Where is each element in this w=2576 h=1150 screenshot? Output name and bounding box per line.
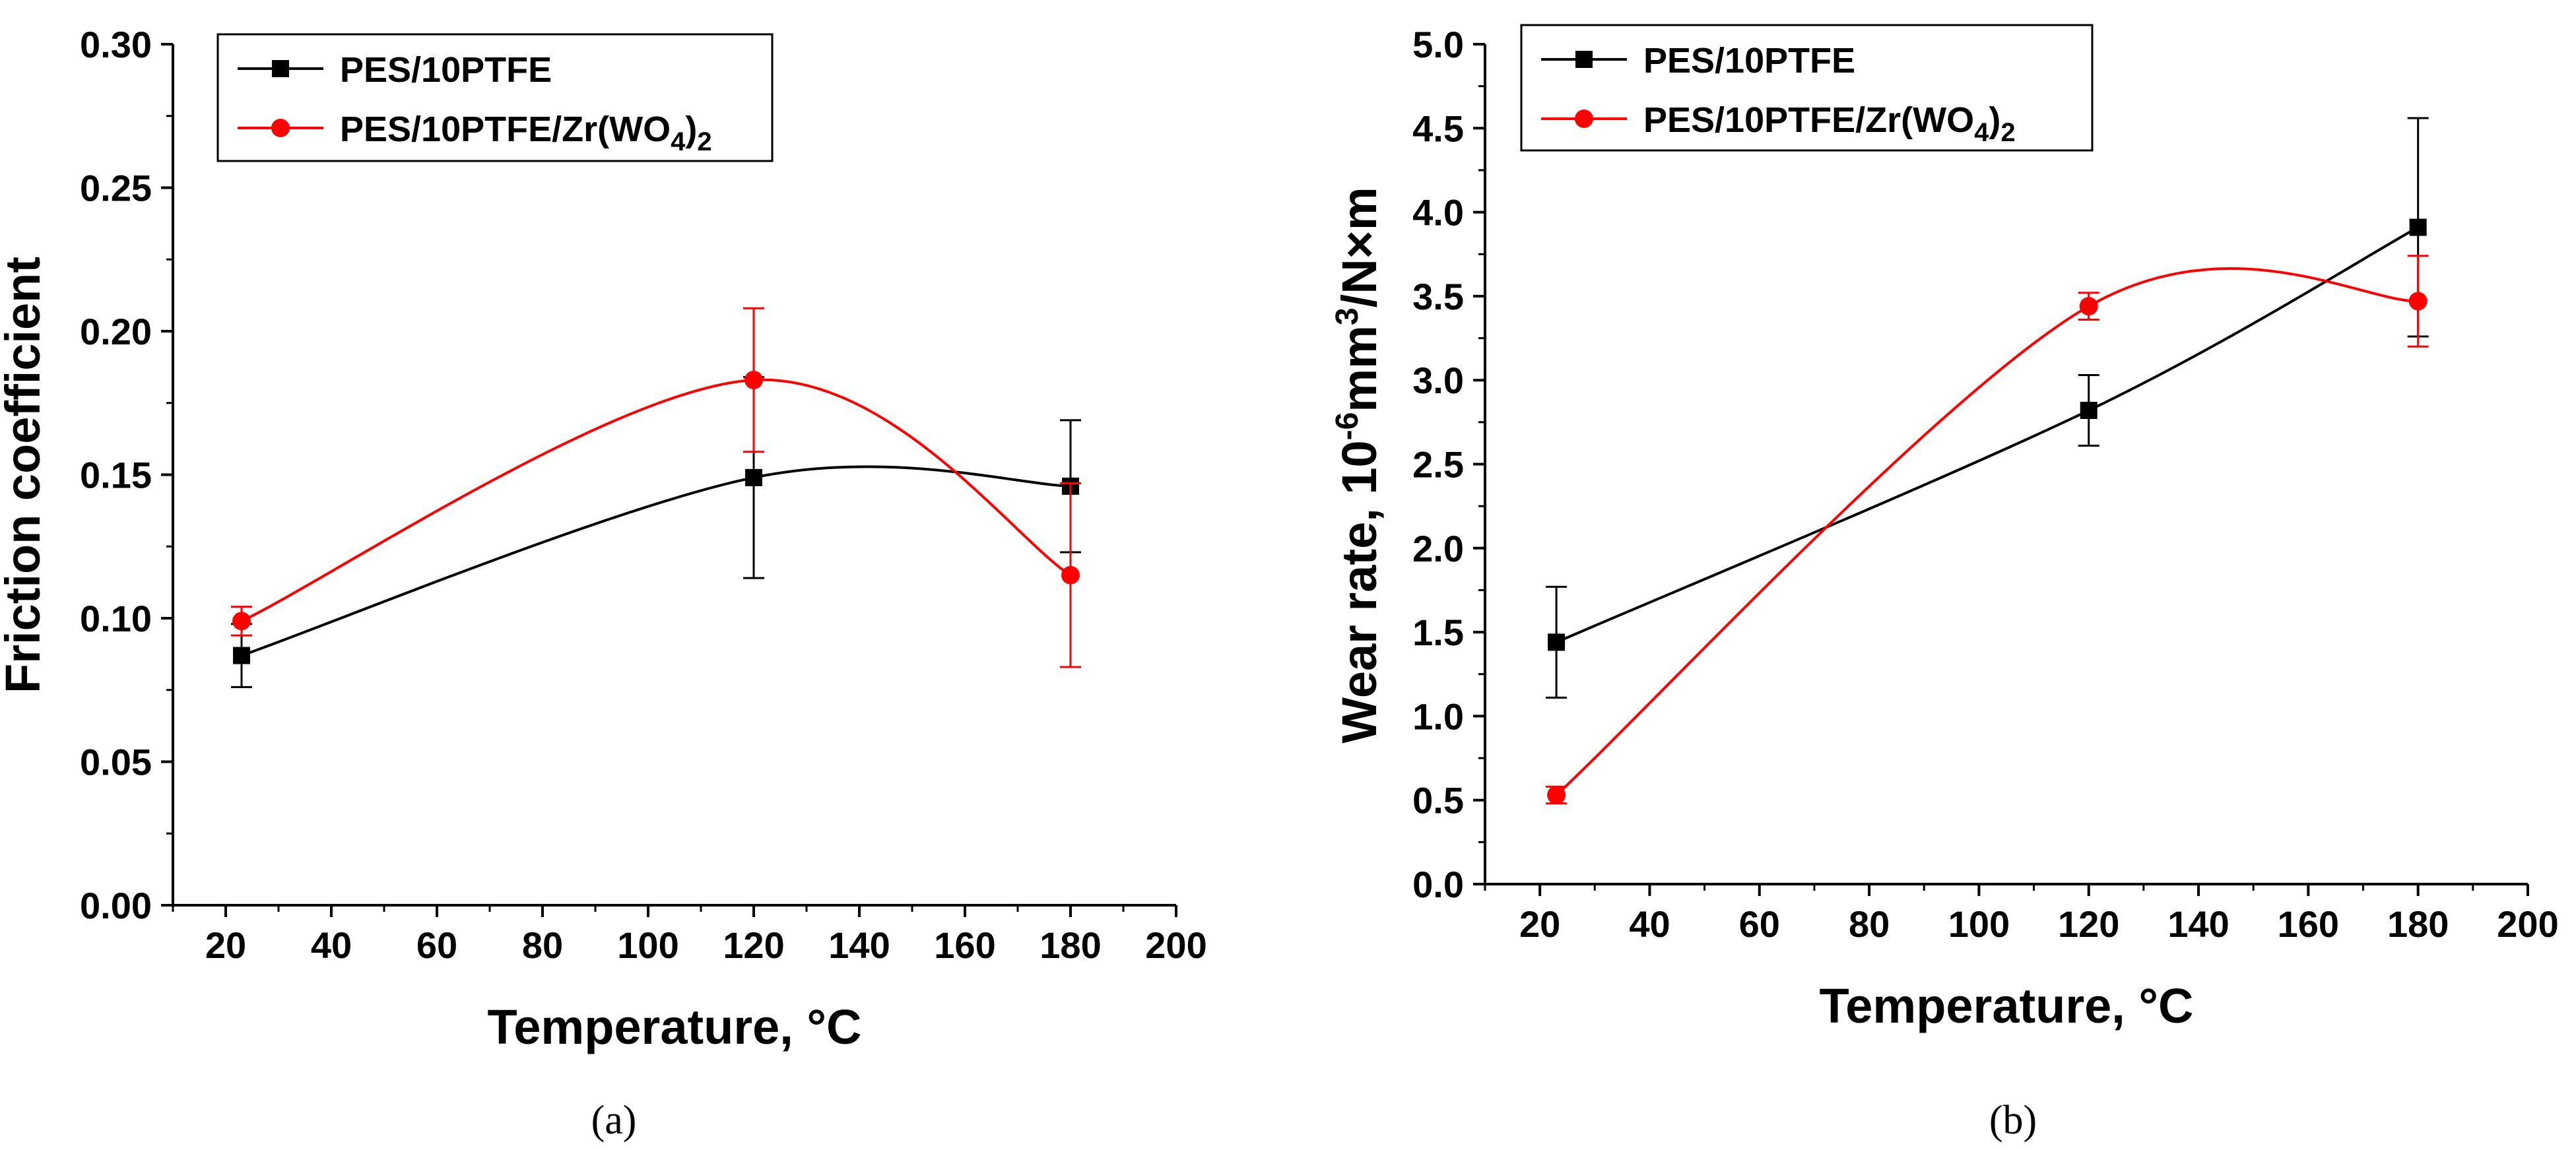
- series-line: [241, 378, 1072, 623]
- data-point-circle: [1061, 565, 1080, 585]
- y-tick-label: 0.20: [80, 311, 152, 352]
- x-tick-label: 20: [205, 924, 246, 966]
- data-point-circle: [232, 612, 251, 631]
- legend-marker-square: [1575, 51, 1593, 68]
- x-tick-label: 20: [1519, 903, 1560, 945]
- data-point-square: [1548, 633, 1566, 651]
- data-point-circle: [1547, 786, 1566, 805]
- y-axis-title: Wear rate, 10-6mm3/N×m: [1330, 187, 1387, 743]
- x-tick-label: 40: [1629, 903, 1670, 945]
- y-tick-label: 2.0: [1412, 528, 1464, 569]
- y-tick-label: 4.0: [1412, 192, 1464, 234]
- y-tick-label: 0.05: [80, 742, 152, 783]
- legend-label: PES/10PTFE/Zr(WO4)2: [1643, 100, 2016, 147]
- x-tick-label: 60: [416, 924, 457, 966]
- x-tick-label: 140: [2167, 903, 2229, 945]
- data-point-circle: [2408, 292, 2427, 311]
- legend-marker-square: [272, 60, 289, 77]
- y-tick-label: 1.5: [1412, 612, 1464, 653]
- x-tick-label: 120: [723, 924, 784, 966]
- x-tick-label: 200: [2497, 903, 2558, 945]
- y-tick-label: 0.15: [80, 455, 152, 496]
- legend-label: PES/10PTFE: [1643, 41, 1855, 80]
- y-tick-label: 2.5: [1412, 444, 1464, 486]
- x-tick-label: 60: [1739, 903, 1780, 945]
- x-axis-title: Temperature, °C: [1820, 978, 2194, 1033]
- y-axis-title: Friction coefficient: [0, 257, 50, 693]
- panel-caption: (b): [1989, 1098, 2037, 1143]
- panel-b-chart: 20 40 60 80 100 120 140 160 180 200 0.0 0.5 1.0 1.5 2.…: [1330, 24, 2559, 1143]
- x-tick-label: 100: [1948, 903, 2010, 945]
- y-tick-label: 3.0: [1412, 360, 1464, 401]
- legend-marker-circle: [271, 119, 290, 137]
- y-tick-label: 0.10: [80, 598, 152, 639]
- legend-marker-circle: [1575, 110, 1593, 128]
- x-tick-label: 120: [2058, 903, 2119, 945]
- series-line: [241, 465, 1071, 657]
- x-tick-label: 140: [828, 924, 890, 966]
- panel-a-chart: 20 40 60 80 100 120 140 160 180 200 0.00 0.05 0.10 0.…: [0, 24, 1207, 1143]
- legend-box: [1520, 24, 2094, 152]
- legend-label: PES/10PTFE: [340, 50, 552, 90]
- series-line: [1556, 226, 2419, 644]
- data-point-circle: [2079, 297, 2098, 316]
- data-point-square: [233, 647, 250, 664]
- x-tick-label: 200: [1145, 924, 1206, 966]
- data-point-square: [745, 468, 762, 486]
- y-tick-label: 0.0: [1412, 864, 1464, 905]
- x-tick-label: 160: [934, 924, 995, 966]
- y-tick-label: 0.00: [80, 885, 152, 926]
- x-tick-label: 80: [1849, 903, 1890, 945]
- y-tick-label: 0.5: [1412, 780, 1464, 821]
- x-tick-label: 40: [311, 924, 352, 966]
- series-line: [1555, 267, 2418, 796]
- y-tick-label: 3.5: [1412, 276, 1464, 317]
- x-tick-label: 100: [617, 924, 678, 966]
- panel-caption: (a): [591, 1098, 637, 1143]
- y-tick-label: 4.5: [1412, 108, 1464, 149]
- data-point-circle: [744, 370, 763, 389]
- x-tick-label: 160: [2278, 903, 2339, 945]
- data-point-square: [2080, 402, 2097, 420]
- data-point-square: [2409, 218, 2427, 236]
- y-tick-label: 0.30: [80, 24, 152, 65]
- legend-box: [216, 33, 774, 162]
- x-tick-label: 180: [1040, 924, 1101, 966]
- legend-label: PES/10PTFE/Zr(WO4)2: [340, 110, 712, 156]
- x-tick-label: 180: [2387, 903, 2449, 945]
- x-tick-label: 80: [522, 924, 563, 966]
- y-tick-label: 0.25: [80, 168, 152, 209]
- y-tick-label: 1.0: [1412, 695, 1464, 737]
- x-axis-title: Temperature, °C: [488, 1000, 862, 1054]
- y-tick-label: 5.0: [1412, 24, 1464, 65]
